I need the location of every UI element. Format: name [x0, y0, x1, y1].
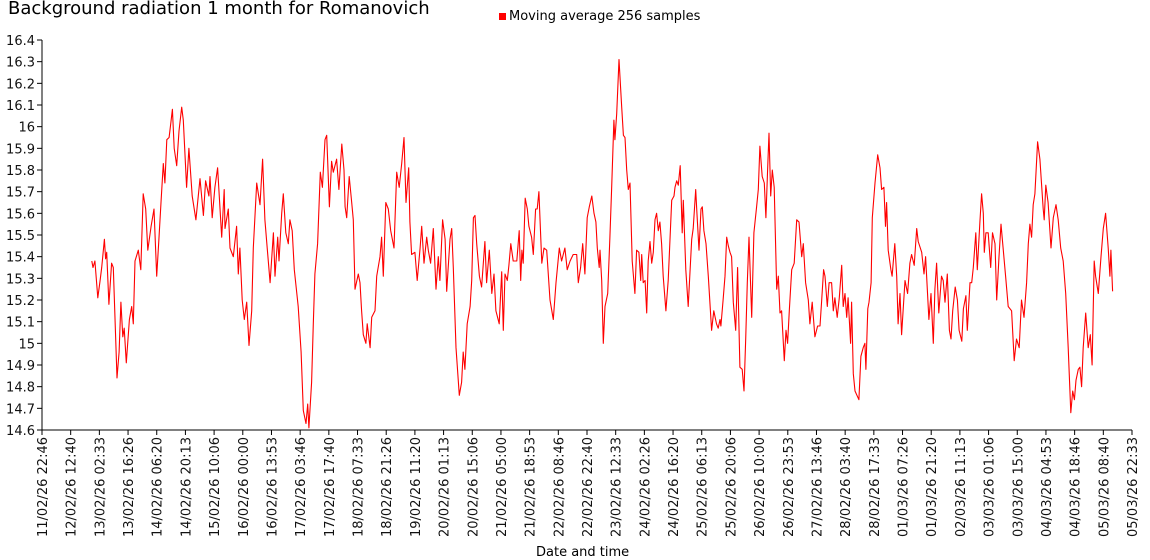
y-tick-label: 15.1 [6, 316, 35, 331]
x-tick-label: 19/02/26 11:20 [409, 437, 424, 537]
y-tick-label: 15.3 [6, 272, 35, 287]
x-tick-label: 28/02/26 17:33 [868, 437, 883, 537]
y-tick-label: 15.6 [6, 207, 35, 222]
x-tick-label: 26/02/26 10:00 [753, 437, 768, 537]
y-tick-label: 14.7 [6, 402, 35, 417]
legend-label: Moving average 256 samples [509, 9, 701, 24]
x-tick-label: 15/02/26 10:06 [208, 437, 223, 537]
x-tick-label: 02/03/26 11:13 [954, 437, 969, 537]
x-tick-label: 01/03/26 21:20 [925, 437, 940, 537]
series-line [91, 58, 1114, 429]
x-tick-label: 14/02/26 06:20 [151, 437, 166, 537]
x-tick-label: 17/02/26 17:40 [323, 437, 338, 537]
x-tick-label: 21/02/26 18:53 [524, 437, 539, 537]
x-tick-label: 28/02/26 03:40 [839, 437, 854, 537]
y-tick-label: 15.7 [6, 186, 35, 201]
x-tick-label: 24/02/26 02:26 [638, 437, 653, 537]
y-tick-label: 15.9 [6, 142, 35, 157]
x-tick-label: 18/02/26 21:26 [380, 437, 395, 537]
x-tick-label: 03/03/26 15:00 [1011, 437, 1026, 537]
x-tick-label: 22/02/26 22:40 [581, 437, 596, 537]
x-tick-label: 04/03/26 18:46 [1069, 437, 1084, 537]
y-tick-label: 14.8 [6, 381, 35, 396]
x-tick-label: 27/02/26 13:46 [810, 437, 825, 537]
y-tick-label: 14.6 [6, 424, 35, 439]
x-tick-label: 04/03/26 04:53 [1040, 437, 1055, 537]
y-tick-label: 16.2 [6, 77, 35, 92]
y-tick-label: 16.4 [6, 34, 35, 49]
x-tick-label: 25/02/26 20:06 [724, 437, 739, 537]
x-tick-label: 01/03/26 07:26 [897, 437, 912, 537]
y-tick-label: 14.9 [6, 359, 35, 374]
x-tick-label: 21/02/26 05:00 [495, 437, 510, 537]
x-tick-label: 03/03/26 01:06 [983, 437, 998, 537]
legend-swatch [499, 13, 506, 20]
series-group [91, 58, 1114, 429]
x-tick-label: 13/02/26 16:26 [122, 437, 137, 537]
y-tick-label: 16.1 [6, 99, 35, 114]
axes: 14.6 14.7 14.8 14.9 15 15.1 15.2 15.3 15.4 15.5 15… [6, 34, 1141, 537]
y-tick-label: 15.2 [6, 294, 35, 309]
y-tick-label: 15.5 [6, 229, 35, 244]
x-tick-label: 05/03/26 08:40 [1097, 437, 1112, 537]
x-tick-label: 13/02/26 02:33 [93, 437, 108, 537]
x-tick-label: 25/02/26 06:13 [696, 437, 711, 537]
y-tick-label: 16 [18, 121, 35, 136]
x-tick-label: 22/02/26 08:46 [552, 437, 567, 537]
x-tick-label: 18/02/26 07:33 [352, 437, 367, 537]
x-tick-label: 12/02/26 12:40 [65, 437, 80, 537]
x-tick-label: 17/02/26 03:46 [294, 437, 309, 537]
x-tick-label: 11/02/26 22:46 [36, 437, 51, 537]
y-tick-label: 15 [18, 337, 35, 352]
y-tick-label: 15.8 [6, 164, 35, 179]
y-tick-label: 15.4 [6, 251, 35, 266]
x-tick-label: 14/02/26 20:13 [179, 437, 194, 537]
x-tick-label: 23/02/26 12:33 [610, 437, 625, 537]
legend: Moving average 256 samples [499, 9, 700, 24]
x-tick-label: 16/02/26 13:53 [265, 437, 280, 537]
x-tick-label: 26/02/26 23:53 [782, 437, 797, 537]
y-tick-label: 16.3 [6, 56, 35, 71]
chart-title: Background radiation 1 month for Romanov… [8, 0, 430, 19]
x-tick-label: 16/02/26 00:00 [237, 437, 252, 537]
x-axis-label: Date and time [536, 545, 630, 560]
x-tick-label: 05/03/26 22:33 [1126, 437, 1141, 537]
x-tick-label: 20/02/26 01:13 [438, 437, 453, 537]
x-tick-label: 24/02/26 16:20 [667, 437, 682, 537]
x-tick-label: 20/02/26 15:06 [466, 437, 481, 537]
